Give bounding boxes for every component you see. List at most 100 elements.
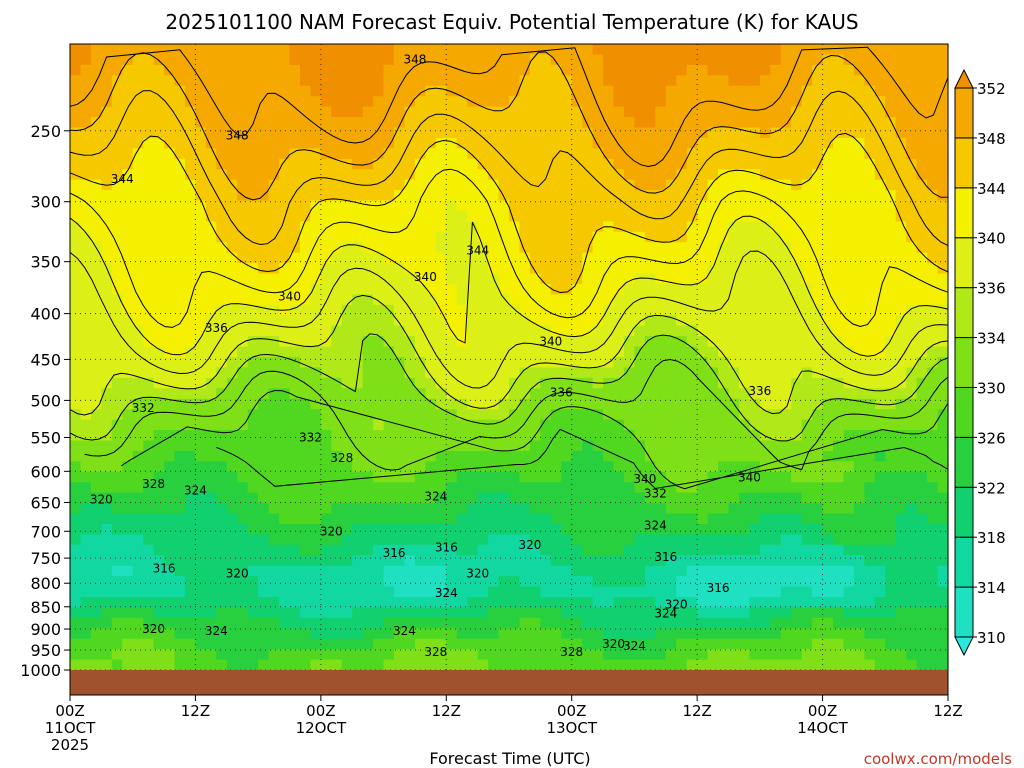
heatmap-cell: [749, 617, 761, 629]
heatmap-cell: [665, 377, 677, 389]
heatmap-cell: [885, 555, 897, 567]
heatmap-cell: [435, 252, 447, 264]
heatmap-cell: [634, 284, 646, 295]
heatmap-cell: [770, 346, 782, 358]
heatmap-cell: [665, 440, 677, 452]
heatmap-cell: [195, 242, 207, 254]
heatmap-cell: [665, 54, 677, 66]
heatmap-cell: [132, 398, 144, 410]
heatmap-cell: [477, 492, 489, 504]
heatmap-cell: [759, 555, 771, 567]
heatmap-cell: [791, 325, 803, 337]
heatmap-cell: [895, 200, 907, 212]
heatmap-cell: [226, 252, 238, 264]
heatmap-cell: [300, 158, 312, 170]
heatmap-cell: [718, 231, 730, 243]
heatmap-cell: [874, 482, 886, 494]
heatmap-cell: [833, 137, 845, 149]
heatmap-cell: [780, 377, 792, 389]
heatmap-cell: [927, 273, 939, 285]
heatmap-cell: [770, 617, 782, 629]
heatmap-cell: [624, 430, 636, 441]
heatmap-cell: [153, 346, 165, 358]
heatmap-cell: [320, 649, 332, 661]
heatmap-cell: [404, 388, 416, 400]
heatmap-cell: [801, 409, 813, 421]
heatmap-cell: [164, 450, 176, 462]
heatmap-cell: [195, 534, 207, 546]
heatmap-cell: [801, 284, 813, 295]
heatmap-cell: [676, 628, 688, 640]
heatmap-cell: [739, 169, 751, 181]
heatmap-cell: [258, 284, 270, 295]
heatmap-cell: [833, 117, 845, 128]
heatmap-cell: [195, 586, 207, 598]
heatmap-cell: [101, 513, 113, 525]
heatmap-cell: [216, 284, 228, 295]
heatmap-cell: [362, 492, 374, 504]
heatmap-cell: [185, 210, 197, 222]
heatmap-cell: [247, 576, 259, 588]
heatmap-cell: [707, 169, 719, 181]
heatmap-cell: [446, 534, 458, 546]
heatmap-cell: [759, 64, 771, 76]
heatmap-cell: [613, 659, 625, 671]
heatmap-cell: [791, 450, 803, 462]
heatmap-cell: [132, 325, 144, 337]
heatmap-cell: [143, 231, 155, 243]
heatmap-cell: [833, 440, 845, 452]
heatmap-cell: [833, 597, 845, 608]
heatmap-cell: [519, 607, 531, 619]
heatmap-cell: [791, 461, 803, 473]
heatmap-cell: [90, 450, 102, 462]
heatmap-cell: [707, 117, 719, 128]
heatmap-cell: [885, 419, 897, 431]
heatmap-cell: [164, 252, 176, 264]
heatmap-cell: [624, 492, 636, 504]
heatmap-cell: [226, 263, 238, 275]
heatmap-cell: [812, 523, 824, 535]
heatmap-cell: [655, 638, 667, 650]
heatmap-cell: [801, 242, 813, 254]
heatmap-cell: [373, 44, 385, 55]
heatmap-cell: [331, 200, 343, 212]
heatmap-cell: [488, 190, 500, 202]
heatmap-cell: [561, 96, 573, 108]
heatmap-cell: [446, 638, 458, 650]
heatmap-cell: [383, 419, 395, 431]
heatmap-cell: [205, 367, 217, 379]
heatmap-cell: [728, 54, 740, 66]
heatmap-cell: [843, 482, 855, 494]
heatmap-cell: [111, 523, 123, 535]
heatmap-cell: [885, 649, 897, 661]
heatmap-cell: [644, 523, 656, 535]
heatmap-cell: [164, 64, 176, 76]
heatmap-cell: [226, 190, 238, 202]
heatmap-cell: [529, 638, 541, 650]
heatmap-cell: [592, 54, 604, 66]
heatmap-cell: [707, 273, 719, 285]
heatmap-cell: [665, 388, 677, 400]
heatmap-cell: [111, 263, 123, 275]
heatmap-cell: [352, 576, 364, 588]
heatmap-cell: [874, 523, 886, 535]
heatmap-cell: [509, 96, 521, 108]
heatmap-cell: [362, 106, 374, 118]
heatmap-cell: [885, 148, 897, 160]
heatmap-cell: [164, 263, 176, 275]
heatmap-cell: [226, 367, 238, 379]
heatmap-cell: [686, 471, 698, 483]
heatmap-cell: [561, 179, 573, 191]
heatmap-cell: [540, 388, 552, 400]
heatmap-cell: [728, 96, 740, 108]
heatmap-cell: [509, 64, 521, 76]
heatmap-cell: [749, 44, 761, 55]
heatmap-cell: [373, 294, 385, 306]
heatmap-cell: [477, 377, 489, 389]
heatmap-cell: [310, 471, 322, 483]
heatmap-cell: [791, 210, 803, 222]
heatmap-cell: [362, 534, 374, 546]
heatmap-cell: [362, 565, 374, 577]
heatmap-cell: [383, 440, 395, 452]
heatmap-cell: [122, 252, 134, 264]
